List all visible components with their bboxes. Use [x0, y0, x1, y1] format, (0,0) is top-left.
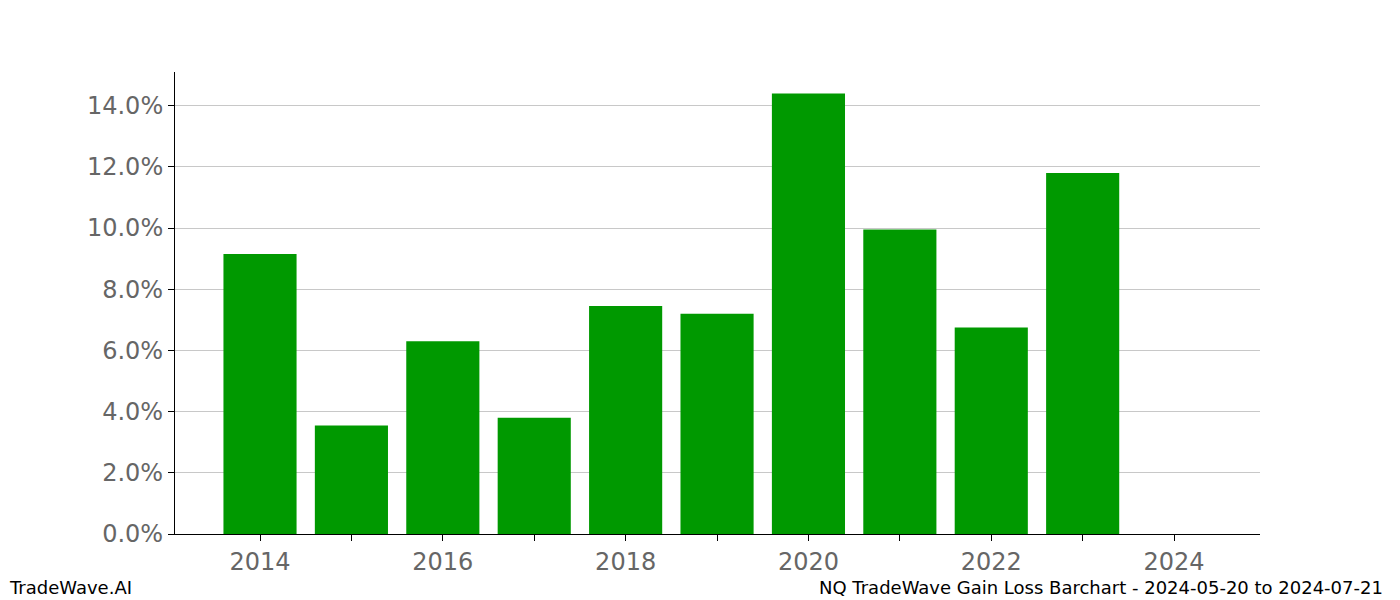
svg-text:0.0%: 0.0%	[102, 520, 163, 548]
svg-text:10.0%: 10.0%	[87, 214, 163, 242]
svg-text:12.0%: 12.0%	[87, 153, 163, 181]
svg-text:2.0%: 2.0%	[102, 459, 163, 487]
svg-text:NQ TradeWave Gain Loss Barchar: NQ TradeWave Gain Loss Barchart - 2024-0…	[819, 577, 1383, 598]
svg-text:2020: 2020	[778, 548, 839, 576]
svg-text:2016: 2016	[412, 548, 473, 576]
svg-text:4.0%: 4.0%	[102, 398, 163, 426]
svg-text:2018: 2018	[595, 548, 656, 576]
svg-text:2022: 2022	[961, 548, 1022, 576]
svg-text:TradeWave.AI: TradeWave.AI	[9, 577, 132, 598]
svg-text:14.0%: 14.0%	[87, 92, 163, 120]
svg-text:2014: 2014	[229, 548, 290, 576]
svg-text:2024: 2024	[1144, 548, 1205, 576]
svg-text:8.0%: 8.0%	[102, 276, 163, 304]
svg-text:6.0%: 6.0%	[102, 337, 163, 365]
